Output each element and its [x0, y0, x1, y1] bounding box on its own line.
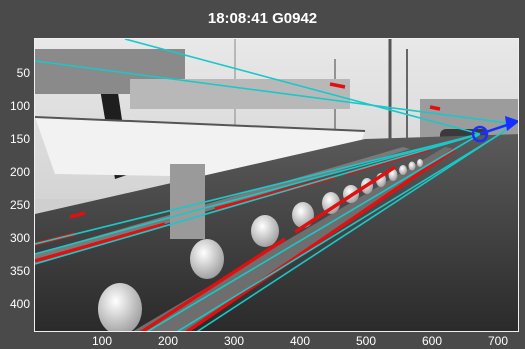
- bollard: [292, 202, 314, 228]
- x-tick-label: 400: [289, 334, 311, 348]
- bollard: [322, 192, 340, 214]
- bollard: [190, 239, 224, 279]
- bollard: [408, 161, 416, 171]
- cyan-line: [124, 39, 481, 135]
- bollard: [399, 165, 407, 175]
- x-tick-label: 300: [223, 334, 245, 348]
- x-tick-label: 600: [421, 334, 443, 348]
- image-plot-area[interactable]: [34, 38, 519, 332]
- x-tick-label: 500: [355, 334, 377, 348]
- red-segment: [429, 105, 441, 111]
- direction-arrow-shaft: [479, 122, 511, 136]
- concrete-post: [170, 164, 205, 239]
- cyan-line: [35, 133, 481, 265]
- cyan-line: [35, 123, 516, 255]
- harbor-scene: [35, 39, 518, 331]
- x-tick-label: 100: [91, 334, 113, 348]
- red-segment: [35, 222, 166, 263]
- hull-edge: [35, 116, 366, 132]
- bollard: [251, 215, 279, 247]
- red-segment: [69, 211, 86, 219]
- bollard: [417, 159, 423, 167]
- y-tick-label: 250: [9, 198, 30, 212]
- y-tick-label: 300: [9, 231, 30, 245]
- vanishing-point-marker-icon: [471, 125, 489, 143]
- cyan-line: [35, 133, 481, 245]
- cyan-line: [35, 60, 516, 125]
- y-tick-label: 200: [9, 165, 30, 179]
- x-tick-label: 700: [487, 334, 509, 348]
- bollards: [98, 159, 423, 331]
- x-tick-label: 200: [157, 334, 179, 348]
- y-tick-label: 100: [9, 99, 30, 113]
- y-tick-label: 400: [9, 297, 30, 311]
- cyan-line: [196, 123, 516, 331]
- bollard: [98, 283, 142, 331]
- boat-deck: [130, 79, 350, 109]
- y-tick-label: 150: [9, 132, 30, 146]
- y-tick-label: 50: [16, 66, 30, 80]
- red-segment: [139, 237, 286, 331]
- cyan-line: [176, 130, 506, 331]
- bollard: [388, 169, 398, 181]
- figure-title: 18:08:41 G0942: [207, 10, 318, 27]
- red-segment: [184, 147, 456, 331]
- direction-arrow-icon: [505, 116, 518, 131]
- cyan-line: [146, 133, 481, 331]
- y-tick-label: 350: [9, 264, 30, 278]
- cyan-fitted-lines: [35, 39, 516, 331]
- red-segment: [294, 165, 396, 234]
- red-segment: [329, 82, 346, 89]
